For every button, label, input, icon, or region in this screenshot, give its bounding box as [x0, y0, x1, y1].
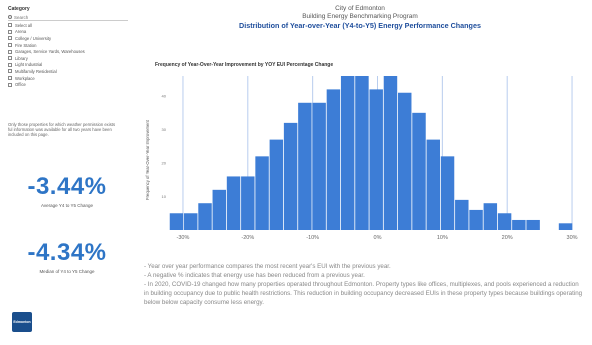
average-change-label: Average Y4 to Y5 Change [40, 203, 94, 208]
histogram-bar-7[interactable] [269, 139, 284, 230]
org-name: City of Edmonton [335, 5, 385, 12]
histogram-bar-8[interactable] [283, 122, 298, 230]
histogram-bar-24[interactable] [512, 219, 526, 230]
filter-item-arena[interactable]: Arena [8, 29, 128, 36]
filter-item-multifamily[interactable]: Multifamily Residential [8, 68, 128, 75]
histogram-bar-14[interactable] [369, 89, 383, 231]
category-filter: Category Select all Arena College / Univ… [8, 6, 128, 88]
histogram-bar-22[interactable] [483, 203, 498, 230]
filter-item-library[interactable]: Library [8, 55, 128, 62]
histogram-bar-20[interactable] [455, 199, 469, 230]
filter-note: Only those properties for which weather … [8, 122, 116, 137]
checkbox[interactable] [8, 23, 12, 28]
histogram-bar-26[interactable] [558, 223, 573, 230]
checkbox[interactable] [8, 36, 12, 41]
checkbox[interactable] [8, 69, 12, 74]
filter-search-input[interactable] [14, 14, 114, 20]
notes: - Year over year performance compares th… [144, 262, 584, 307]
x-tick-label-2: -10% [306, 235, 319, 241]
histogram-chart: -30% -20% -10% 0% 10% 20% 30% 10 20 30 40 Frequenc… [145, 76, 578, 241]
filter-item-garages[interactable]: Garages, Service Yards, Warehouses [8, 48, 128, 55]
filter-list: Select all Arena College / University Fi… [8, 22, 128, 88]
report-title: Distribution of Year-over-Year (Y4-to-Y5… [239, 21, 481, 30]
histogram-bar-13[interactable] [355, 76, 369, 230]
x-tick-label-1: -20% [241, 235, 254, 241]
checkbox[interactable] [8, 49, 12, 54]
histogram-bar-12[interactable] [340, 76, 355, 230]
filter-item-light-industrial[interactable]: Light Industrial [8, 62, 128, 69]
checkbox[interactable] [8, 29, 12, 34]
checkbox[interactable] [8, 43, 12, 48]
y-tick-label-3: 30 [162, 127, 167, 132]
histogram-bar-6[interactable] [255, 156, 269, 230]
search-icon [8, 15, 12, 19]
note-line: - A negative % indicates that energy use… [144, 272, 365, 279]
histogram-bar-1[interactable] [184, 213, 198, 230]
checkbox[interactable] [8, 56, 12, 61]
median-change-label: Median of Y4 to Y5 Change [39, 269, 95, 274]
histogram-bar-4[interactable] [226, 176, 241, 230]
filter-item-college[interactable]: College / University [8, 35, 128, 42]
histogram-bar-16[interactable] [398, 92, 412, 230]
filter-search[interactable] [8, 14, 128, 21]
filter-title: Category [8, 6, 30, 12]
histogram-bar-0[interactable] [169, 213, 184, 230]
y-tick-label-1: 10 [162, 194, 167, 199]
histogram-bar-25[interactable] [526, 219, 540, 230]
histogram-bar-10[interactable] [312, 102, 326, 230]
average-change-card: -3.44% Average Y4 to Y5 Change [12, 173, 122, 209]
histogram-bar-17[interactable] [412, 112, 426, 230]
note-line: - Year over year performance compares th… [144, 263, 391, 270]
filter-item-workplace[interactable]: Workplace [8, 75, 128, 82]
checkbox[interactable] [8, 76, 12, 81]
filter-item-fire-station[interactable]: Fire Station [8, 42, 128, 49]
median-change-card: -4.34% Median of Y4 to Y5 Change [12, 239, 122, 275]
histogram-bar-9[interactable] [298, 102, 312, 230]
histogram-bar-21[interactable] [469, 209, 483, 230]
histogram-bar-15[interactable] [383, 76, 398, 230]
checkbox[interactable] [8, 82, 12, 87]
filter-item-office[interactable]: Office [8, 81, 128, 88]
histogram-bar-5[interactable] [241, 176, 255, 230]
y-tick-label-4: 40 [162, 94, 167, 99]
y-tick-label-2: 20 [162, 161, 167, 166]
histogram-bar-18[interactable] [426, 139, 440, 230]
x-tick-label-6: 30% [567, 235, 578, 241]
x-tick-label-0: -30% [177, 235, 190, 241]
note-line: - In 2020, COVID-19 changed how many pro… [144, 281, 583, 306]
median-change-value: -4.34% [27, 239, 107, 266]
x-tick-label-5: 20% [502, 235, 513, 241]
report-header: City of Edmonton Building Energy Benchma… [180, 5, 540, 30]
histogram-bar-23[interactable] [497, 213, 512, 230]
x-tick-label-4: 10% [437, 235, 448, 241]
filter-item-select-all[interactable]: Select all [8, 22, 128, 29]
y-axis-label: Frequency of Year-Over-Year Improvement [145, 119, 150, 200]
x-tick-label-3: 0% [374, 235, 382, 241]
checkbox[interactable] [8, 62, 12, 67]
edmonton-logo: Edmonton [12, 312, 32, 332]
histogram-bar-2[interactable] [198, 203, 212, 230]
chart-title: Frequency of Year-Over-Year Improvement … [155, 62, 334, 68]
program-name: Building Energy Benchmarking Program [302, 13, 418, 20]
histogram-bar-3[interactable] [212, 189, 227, 230]
histogram-bar-11[interactable] [326, 89, 341, 231]
average-change-value: -3.44% [27, 173, 107, 200]
histogram-bar-19[interactable] [440, 156, 455, 230]
